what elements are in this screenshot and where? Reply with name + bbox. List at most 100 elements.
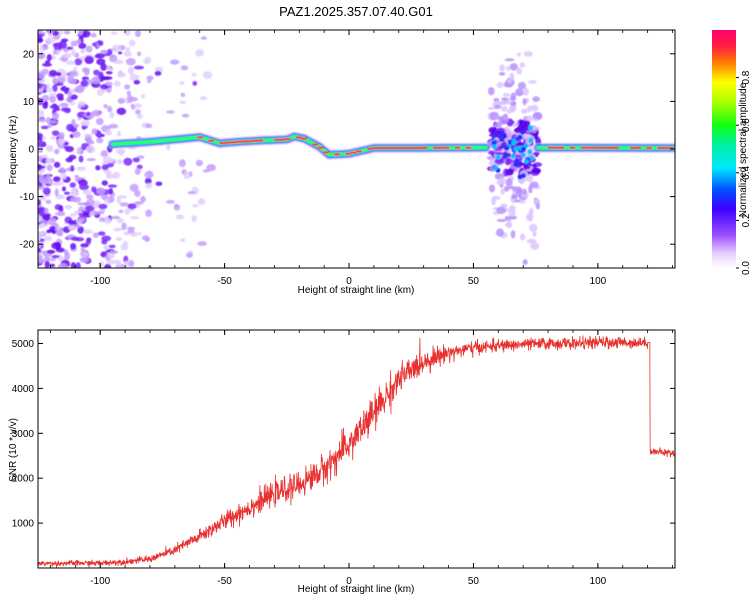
heat-peak-cell — [602, 146, 609, 150]
heat-noise-cell — [72, 66, 78, 72]
heat-noise-cell — [192, 203, 199, 208]
heat-noise-cell — [79, 250, 89, 258]
heat-noise-cell — [85, 45, 93, 53]
heat-scatter-cell — [525, 115, 534, 122]
heat-noise-cell — [38, 132, 44, 139]
heat-noise-cell — [43, 213, 51, 221]
heat-noise-cell — [84, 56, 94, 64]
heat-scatter-cell — [532, 152, 540, 156]
colorbar-label: Normalized spectral amplitude — [738, 82, 749, 217]
heat-noise-cell — [51, 130, 60, 136]
spectrogram-x-axis: -100 -50 0 50 100 — [50, 30, 673, 287]
heat-peak-cell — [279, 138, 286, 141]
heat-noise-cell — [116, 107, 127, 115]
heat-peak-cell — [569, 146, 576, 149]
heat-scatter-cell — [500, 188, 506, 195]
heat-noise-cell — [105, 70, 113, 75]
heat-noise-cell — [70, 40, 78, 47]
chart-title: PAZ1.2025.357.07.40.G01 — [279, 4, 433, 19]
heat-noise-cell — [67, 225, 77, 231]
heat-scatter-cell — [533, 198, 541, 204]
heat-noise-cell — [78, 42, 87, 50]
heat-noise-cell — [100, 150, 109, 158]
heat-peak-cell — [350, 151, 357, 154]
heat-noise-cell — [85, 111, 91, 117]
heat-scatter-cell — [503, 81, 509, 88]
heat-noise-cell — [53, 148, 60, 155]
heat-noise-cell — [91, 186, 97, 193]
heat-noise-cell — [79, 183, 89, 191]
heat-noise-cell — [137, 51, 142, 57]
heat-peak-cell — [345, 152, 352, 156]
heat-scatter-cell — [505, 178, 513, 187]
heat-noise-cell — [199, 96, 207, 101]
heat-scatter-cell — [508, 185, 516, 190]
x-tick-label: 0 — [346, 576, 352, 587]
heat-noise-cell — [85, 239, 91, 245]
heat-noise-cell — [122, 240, 128, 247]
heat-noise-cell — [107, 105, 113, 113]
heat-noise-cell — [110, 215, 121, 220]
heat-noise-cell — [92, 232, 99, 238]
heat-peak-cell — [257, 139, 264, 142]
heat-noise-cell — [179, 100, 187, 105]
heat-noise-cell — [63, 30, 71, 35]
heat-noise-cell — [112, 44, 121, 53]
heat-peak-cell — [323, 151, 330, 154]
heat-noise-cell — [55, 242, 62, 251]
heat-noise-cell — [71, 118, 76, 127]
heat-core-cell — [528, 125, 534, 131]
heat-scatter-cell — [506, 220, 512, 229]
heat-peak-cell — [465, 146, 472, 149]
heat-peak-cell — [208, 139, 215, 142]
heat-noise-cell — [169, 59, 180, 65]
heat-noise-cell — [65, 60, 76, 65]
heat-scatter-cell — [525, 212, 534, 222]
heat-noise-cell — [123, 157, 133, 166]
heat-core-cell — [504, 145, 510, 151]
heat-noise-cell — [195, 49, 205, 57]
heat-noise-cell — [109, 250, 119, 254]
heat-noise-cell — [91, 109, 102, 117]
heat-noise-cell — [110, 31, 118, 35]
heat-noise-cell — [52, 77, 58, 85]
heat-scatter-cell — [499, 64, 506, 72]
heat-scatter-cell — [506, 66, 511, 71]
heat-noise-cell — [38, 259, 47, 263]
heat-noise-cell — [75, 85, 85, 94]
heat-scatter-cell — [510, 230, 516, 239]
colorbar-tick-label: 0.2 — [741, 213, 750, 227]
heat-peak-cell — [399, 146, 406, 150]
heat-peak-cell — [662, 146, 669, 150]
heat-scatter-cell — [532, 96, 540, 103]
heat-noise-cell — [117, 97, 126, 104]
heat-noise-cell — [77, 217, 86, 222]
heat-noise-cell — [42, 62, 52, 67]
snr-y-axis: 1000 2000 3000 4000 5000 — [12, 339, 675, 530]
heat-peak-cell — [613, 146, 620, 150]
heat-noise-cell — [52, 112, 60, 120]
heat-noise-cell — [101, 164, 109, 171]
heat-scatter-cell — [509, 205, 516, 212]
heat-noise-cell — [39, 238, 45, 242]
heat-noise-cell — [101, 239, 108, 245]
heat-noise-cell — [107, 195, 115, 203]
x-tick-label: -50 — [217, 576, 232, 587]
heat-scatter-cell — [529, 104, 539, 112]
heat-peak-cell — [295, 136, 302, 139]
heat-noise-cell — [126, 90, 132, 96]
heat-peak-cell — [377, 146, 384, 150]
heat-noise-cell — [123, 260, 129, 268]
heat-noise-cell — [80, 48, 86, 54]
heat-noise-cell — [44, 207, 49, 215]
heat-noise-cell — [49, 120, 58, 124]
heat-noise-cell — [41, 162, 47, 167]
heat-peak-cell — [241, 140, 248, 143]
heat-peak-cell — [668, 146, 675, 150]
heat-peak-cell — [301, 137, 308, 140]
heat-scatter-cell — [500, 105, 508, 112]
heat-noise-cell — [38, 165, 46, 169]
heat-noise-cell — [145, 123, 153, 129]
heat-noise-cell — [124, 30, 131, 36]
